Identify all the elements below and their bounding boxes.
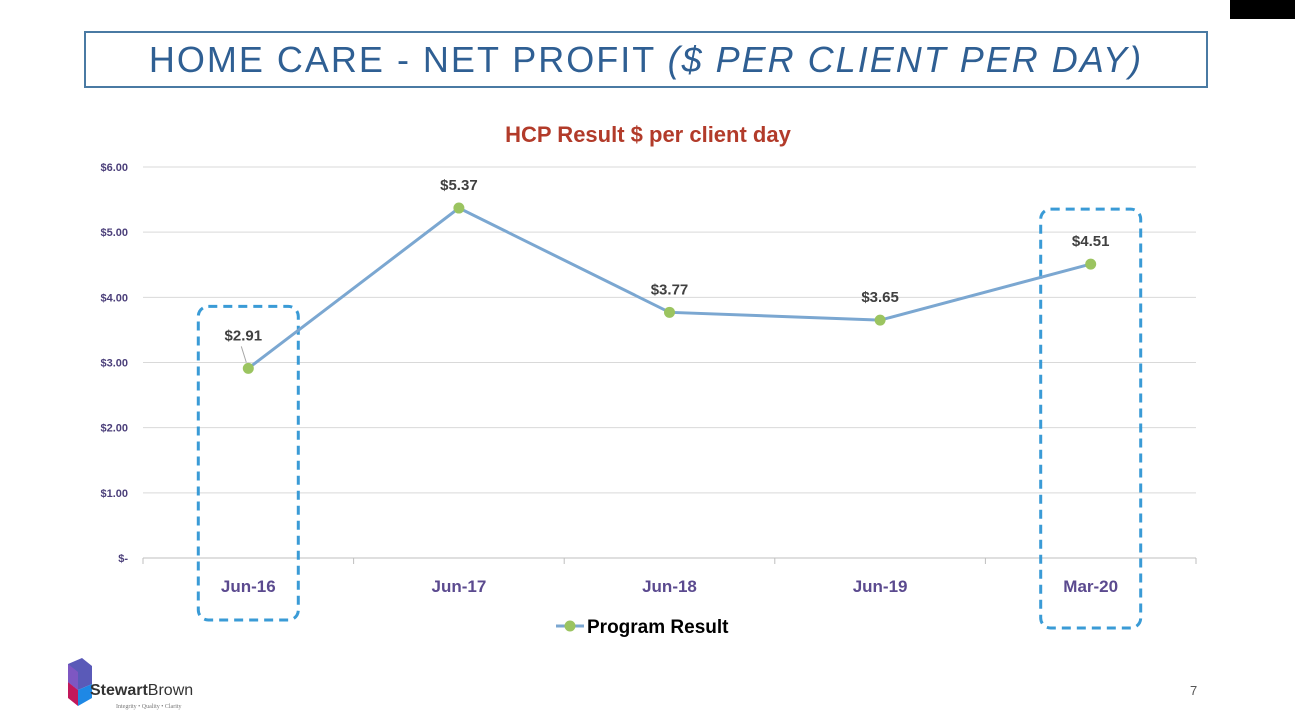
logo-tagline: Integrity • Quality • Clarity — [116, 704, 182, 710]
data-point — [242, 362, 254, 374]
data-label: $3.65 — [861, 289, 899, 306]
x-tick-label: Jun-17 — [432, 577, 487, 596]
slide-title-box: HOME CARE - NET PROFIT ($ PER CLIENT PER… — [84, 31, 1208, 88]
logo-wordmark: StewartBrown — [90, 682, 193, 700]
y-tick-label: $4.00 — [100, 292, 128, 304]
data-label: $3.77 — [651, 281, 689, 298]
y-tick-label: $6.00 — [100, 162, 128, 174]
x-tick-label: Jun-19 — [853, 577, 908, 596]
gridlines — [142, 166, 1197, 564]
legend: Program Result — [556, 617, 729, 638]
data-point — [664, 306, 675, 318]
stewart-brown-logo: StewartBrown Integrity • Quality • Clari… — [64, 658, 224, 714]
y-tick-label: $3.00 — [100, 358, 128, 370]
logo-brand-bold: Stewart — [90, 682, 148, 699]
legend-label: Program Result — [587, 617, 729, 638]
y-tick-label: $1.00 — [100, 488, 128, 500]
legend-marker-swatch — [564, 620, 576, 632]
data-point — [874, 314, 886, 326]
x-tick-label: Mar-20 — [1063, 577, 1118, 596]
data-point — [1085, 258, 1097, 270]
data-label: $5.37 — [440, 177, 478, 194]
chart-title: HCP Result $ per client day — [505, 122, 791, 147]
data-label: $4.51 — [1072, 233, 1110, 250]
data-labels: $2.91 $5.37 $3.77 $3.65 $4.51 — [225, 177, 1110, 363]
page-number: 7 — [1190, 683, 1198, 698]
y-axis-ticks: $- $1.00 $2.00 $3.00 $4.00 $5.00 $6.00 — [100, 162, 128, 565]
y-tick-label: $2.00 — [100, 423, 128, 435]
y-tick-label: $5.00 — [100, 227, 128, 239]
slide-title: HOME CARE - NET PROFIT ($ PER CLIENT PER… — [149, 39, 1143, 81]
logo-cube-icon — [68, 658, 92, 706]
logo-brand-light: Brown — [147, 682, 194, 699]
data-label-leader — [240, 346, 247, 363]
x-axis-categories: Jun-16 Jun-17 Jun-18 Jun-19 Mar-20 — [221, 577, 1118, 596]
x-tick-label: Jun-16 — [221, 577, 276, 596]
data-point — [453, 202, 465, 214]
y-tick-label: $- — [118, 553, 128, 565]
x-tick-label: Jun-18 — [642, 577, 697, 596]
series-program-result — [242, 202, 1097, 374]
data-label: $2.91 — [225, 327, 263, 344]
slide-title-main: HOME CARE - NET PROFIT — [148, 38, 668, 80]
highlight-box-jun-16 — [196, 304, 300, 622]
highlight-boxes — [196, 207, 1143, 630]
corner-black-block — [1230, 0, 1295, 19]
slide-title-italic: ($ PER CLIENT PER DAY) — [667, 38, 1144, 80]
